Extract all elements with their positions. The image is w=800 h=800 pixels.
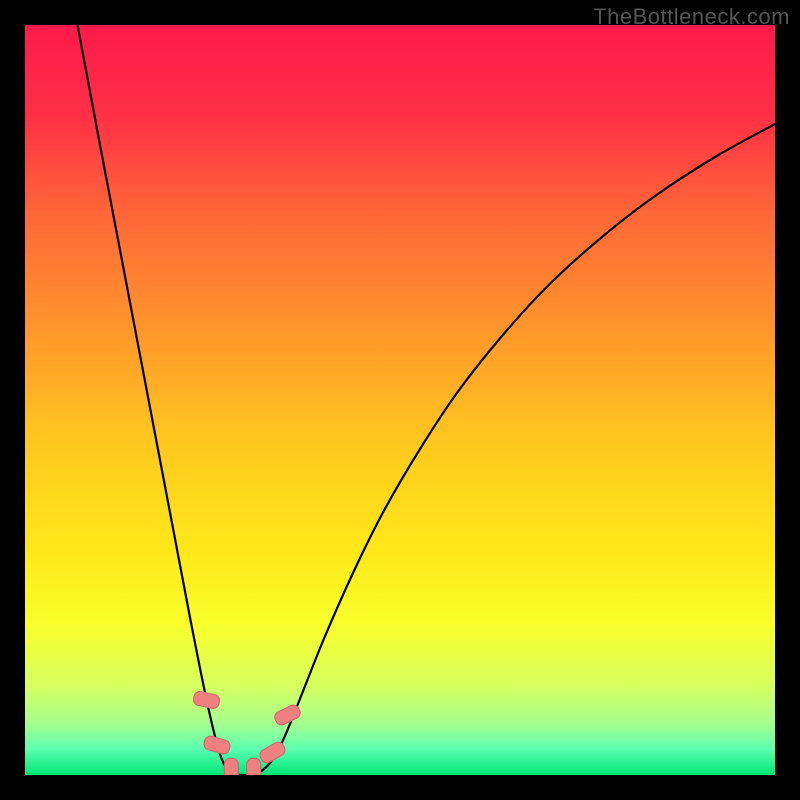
chart-container: TheBottleneck.com (0, 0, 800, 800)
curve-marker (247, 758, 261, 775)
watermark-text: TheBottleneck.com (593, 4, 790, 30)
curve-marker (192, 690, 220, 709)
bottleneck-curve (78, 25, 776, 775)
plot-area (25, 25, 775, 775)
curve-marker (203, 735, 232, 756)
curve-marker (273, 703, 303, 727)
curve-layer (25, 25, 775, 775)
curve-marker (224, 758, 238, 775)
